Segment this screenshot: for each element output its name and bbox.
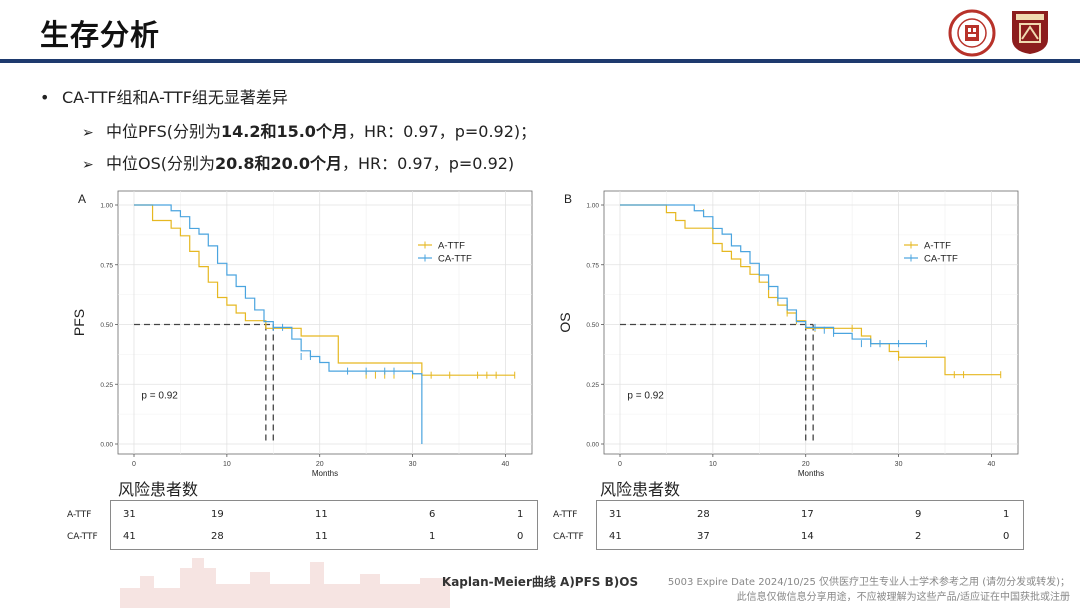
risk-cell: 0: [517, 531, 524, 542]
bullet-dot-icon: •: [40, 88, 50, 107]
x-tick-label: 40: [502, 461, 510, 468]
km-plot-svg: 0 10 20 30 40 0.00 0.25 0.50 0.75 1.00 Months OS Bp …: [557, 190, 1019, 478]
risk-cell: 11: [315, 509, 328, 520]
x-tick-label: 20: [802, 461, 810, 468]
p-value-annotation: p = 0.92: [141, 391, 178, 402]
risk-cell: 19: [211, 509, 224, 520]
page-title: 生存分析: [40, 18, 161, 52]
hospital-badge-logo: [1012, 11, 1048, 54]
x-tick-label: 10: [709, 461, 717, 468]
os-prefix: 中位OS(分别为: [106, 154, 215, 173]
y-tick-label: 0.50: [100, 322, 113, 329]
legend-label: A-TTF: [924, 241, 951, 252]
x-axis-label: Months: [312, 469, 338, 478]
risk-cell: 2: [915, 531, 922, 542]
risk-row-label: A-TTF: [553, 510, 578, 520]
x-tick-label: 30: [409, 461, 417, 468]
y-tick-label: 0.25: [586, 382, 599, 389]
risk-cell: 1: [517, 509, 524, 520]
risk-cell: 37: [697, 531, 710, 542]
risk-cell: 6: [429, 509, 436, 520]
risk-cell: 14: [801, 531, 814, 542]
bullet-main: • CA-TTF组和A-TTF组无显著差异: [40, 84, 288, 108]
risk-cell: 9: [915, 509, 922, 520]
skyline-watermark: [120, 558, 450, 608]
risk-table: A-TTF 31 19 11 6 1 CA-TTF 41 28 11 1 0: [67, 500, 538, 550]
disclaimer-line-2: 此信息仅做信息分享用途，不应被理解为这些产品/适应证在中国获批或注册: [736, 592, 1070, 603]
plot-frame: [603, 190, 1019, 455]
x-tick-label: 10: [223, 461, 231, 468]
y-axis-label: PFS: [71, 309, 87, 336]
legend-label: CA-TTF: [438, 254, 472, 265]
y-tick-label: 0.25: [100, 382, 113, 389]
y-tick-label: 1.00: [100, 203, 113, 210]
x-tick-label: 0: [132, 461, 136, 468]
panel-letter: A: [78, 192, 86, 206]
risk-cell: 0: [1003, 531, 1010, 542]
risk-table: A-TTF 31 28 17 9 1 CA-TTF 41 37 14 2 0: [553, 500, 1024, 550]
os-suffix: ，HR：0.97，p=0.92): [341, 154, 515, 173]
figure-caption: Kaplan-Meier曲线 A)PFS B)OS: [441, 575, 639, 589]
pfs-suffix: ，HR：0.97，p=0.92)；: [347, 122, 537, 141]
risk-cell: 28: [211, 531, 224, 542]
risk-cell: 41: [609, 531, 622, 542]
y-tick-label: 0.00: [586, 442, 599, 449]
bullet-main-text: CA-TTF组和A-TTF组无显著差异: [62, 88, 288, 107]
title-underline: [0, 59, 1080, 63]
km-curve-a-ttf: [134, 204, 515, 376]
y-axis-label: OS: [557, 312, 573, 332]
risk-cell: 1: [429, 531, 436, 542]
km-curve-ca-ttf: [134, 204, 423, 444]
arrow-bullet-icon: ➢: [82, 125, 94, 141]
risk-cell: 11: [315, 531, 328, 542]
legend-label: A-TTF: [438, 241, 465, 252]
p-value-annotation: p = 0.92: [627, 391, 664, 402]
risk-cell: 1: [1003, 509, 1010, 520]
x-tick-label: 20: [316, 461, 324, 468]
risk-row-label: A-TTF: [67, 510, 92, 520]
fudan-university-seal-logo: [948, 9, 996, 57]
y-tick-label: 0.75: [100, 262, 113, 269]
risk-cell: 31: [123, 509, 136, 520]
risk-cell: 28: [697, 509, 710, 520]
y-tick-label: 0.50: [586, 322, 599, 329]
risk-table-title: 风险患者数: [600, 480, 681, 499]
bullet-os: ➢ 中位OS(分别为20.8和20.0个月，HR：0.97，p=0.92): [82, 150, 514, 174]
arrow-bullet-icon: ➢: [82, 157, 94, 173]
y-tick-label: 1.00: [586, 203, 599, 210]
risk-row-label: CA-TTF: [67, 532, 98, 542]
x-tick-label: 0: [618, 461, 622, 468]
pfs-bold: 14.2和15.0个月: [220, 122, 348, 141]
x-tick-label: 30: [895, 461, 903, 468]
disclaimer-line-1: 5003 Expire Date 2024/10/25 仅供医疗卫生专业人士学术…: [667, 577, 1070, 588]
risk-cell: 41: [123, 531, 136, 542]
risk-cell: 17: [801, 509, 814, 520]
legend-label: CA-TTF: [924, 254, 958, 265]
panel-letter: B: [564, 192, 572, 206]
km-plot-svg: 0 10 20 30 40 0.00 0.25 0.50 0.75 1.00 Months PFS Ap…: [71, 190, 533, 478]
x-tick-label: 40: [988, 461, 996, 468]
y-tick-label: 0.00: [100, 442, 113, 449]
risk-cell: 31: [609, 509, 622, 520]
x-axis-label: Months: [798, 469, 824, 478]
risk-row-label: CA-TTF: [553, 532, 584, 542]
pfs-prefix: 中位PFS(分别为: [106, 122, 221, 141]
risk-table-title: 风险患者数: [118, 480, 199, 499]
y-tick-label: 0.75: [586, 262, 599, 269]
os-bold: 20.8和20.0个月: [215, 154, 342, 173]
bullet-pfs: ➢ 中位PFS(分别为14.2和15.0个月，HR：0.97，p=0.92)；: [82, 118, 536, 142]
